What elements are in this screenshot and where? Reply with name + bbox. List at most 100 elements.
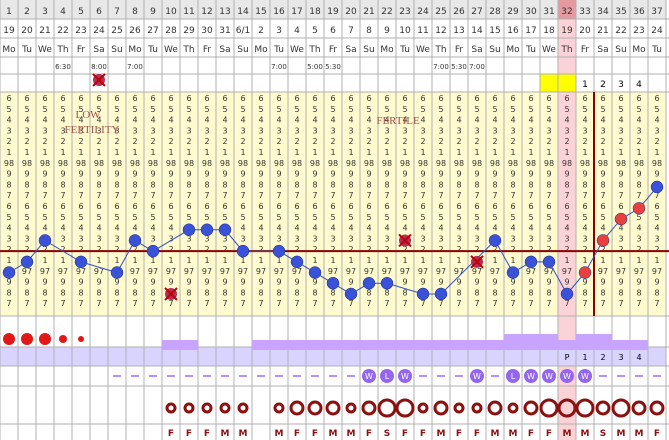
temp-scale-digit: 4 bbox=[654, 224, 659, 233]
temp-scale-digit: 6 bbox=[276, 94, 281, 103]
temp-scale-digit: 5 bbox=[312, 105, 317, 114]
temp-scale-digit: 8 bbox=[330, 180, 335, 189]
cervix-firmness-code: M bbox=[221, 429, 230, 439]
cycle-day-label: 33 bbox=[579, 7, 590, 17]
temperature-point bbox=[200, 223, 214, 236]
annotation-low-fertility-line2: FERTILITY bbox=[65, 124, 120, 136]
temp-scale-digit: 7 bbox=[222, 191, 227, 200]
temp-scale-digit: 1 bbox=[618, 256, 623, 265]
temp-scale-digit: 2 bbox=[528, 245, 533, 254]
temp-scale-digit: 6 bbox=[438, 94, 443, 103]
temp-scale-digit: 5 bbox=[528, 105, 533, 114]
time-label: 8:00 bbox=[91, 63, 107, 71]
temp-scale-digit: 2 bbox=[150, 137, 155, 146]
temp-scale-digit: 8 bbox=[636, 288, 641, 297]
cycle-day-label: 13 bbox=[219, 7, 230, 17]
temp-scale-digit: 9 bbox=[654, 278, 659, 287]
temp-scale-digit: 98 bbox=[4, 159, 14, 168]
temp-scale-digit: 98 bbox=[490, 159, 500, 168]
temp-scale-digit: 1 bbox=[654, 148, 659, 157]
mucus-bar bbox=[486, 340, 504, 350]
temp-scale-digit: 6 bbox=[366, 202, 371, 211]
temp-scale-digit: 7 bbox=[312, 299, 317, 308]
temp-scale-digit: 8 bbox=[276, 180, 281, 189]
temp-scale-digit: 9 bbox=[654, 170, 659, 179]
temp-scale-digit: 2 bbox=[636, 137, 641, 146]
temperature-point bbox=[2, 266, 16, 279]
date-label: 19 bbox=[561, 26, 573, 36]
temp-scale-digit: 4 bbox=[402, 224, 407, 233]
temp-scale-digit: 8 bbox=[168, 180, 173, 189]
annotation-fertile: FERTILE bbox=[376, 115, 420, 127]
temp-scale-digit: 6 bbox=[24, 202, 29, 211]
temp-scale-digit: 7 bbox=[204, 191, 209, 200]
cervical-mucus-badge bbox=[398, 369, 412, 383]
temp-scale-digit: 3 bbox=[96, 234, 101, 243]
temp-scale-digit: 6 bbox=[420, 202, 425, 211]
post-ovulation-count: 1 bbox=[582, 80, 588, 90]
temp-scale-digit: 7 bbox=[366, 191, 371, 200]
temp-scale-digit: 3 bbox=[564, 126, 569, 135]
temp-scale-digit: 8 bbox=[492, 288, 497, 297]
temperature-point bbox=[218, 223, 232, 236]
date-label: 19 bbox=[3, 26, 15, 36]
cervix-position-circle bbox=[219, 402, 231, 414]
weekday-label: Tu bbox=[21, 45, 32, 55]
temp-scale-digit: 4 bbox=[384, 116, 389, 125]
temp-scale-digit: 98 bbox=[364, 159, 374, 168]
temp-scale-digit: 6 bbox=[618, 202, 623, 211]
temp-scale-digit: 4 bbox=[96, 224, 101, 233]
weekday-label: Th bbox=[308, 45, 320, 55]
temp-scale-digit: 4 bbox=[528, 116, 533, 125]
temp-scale-digit: 5 bbox=[528, 213, 533, 222]
temp-scale-digit: 3 bbox=[384, 234, 389, 243]
temp-scale-digit: 6 bbox=[24, 94, 29, 103]
weekday-label: Su bbox=[111, 45, 122, 55]
temp-scale-digit: 97 bbox=[292, 267, 302, 276]
temp-scale-digit: 3 bbox=[6, 126, 11, 135]
temp-scale-digit: 8 bbox=[474, 288, 479, 297]
temp-scale-digit: 8 bbox=[96, 288, 101, 297]
temp-scale-digit: 5 bbox=[366, 213, 371, 222]
temp-scale-digit: 9 bbox=[600, 170, 605, 179]
cervix-position-circle bbox=[507, 402, 519, 414]
temp-scale-digit: 6 bbox=[330, 94, 335, 103]
temp-scale-digit: 2 bbox=[366, 137, 371, 146]
cervix-position-circle bbox=[575, 398, 595, 418]
temp-scale-digit: 4 bbox=[114, 116, 119, 125]
temp-scale-digit: 7 bbox=[114, 191, 119, 200]
temp-scale-digit: 5 bbox=[564, 213, 569, 222]
temp-scale-digit: 8 bbox=[366, 288, 371, 297]
temp-scale-digit: 97 bbox=[652, 267, 662, 276]
temp-scale-digit: 97 bbox=[130, 267, 140, 276]
temp-scale-digit: 8 bbox=[528, 288, 533, 297]
mucus-row-background bbox=[0, 347, 666, 366]
temp-scale-digit: 2 bbox=[600, 137, 605, 146]
temp-scale-digit: 1 bbox=[204, 148, 209, 157]
temp-scale-digit: 97 bbox=[94, 267, 104, 276]
temp-scale-digit: 1 bbox=[276, 256, 281, 265]
temp-scale-digit: 1 bbox=[150, 148, 155, 157]
temp-scale-digit: 8 bbox=[150, 180, 155, 189]
temperature-point bbox=[110, 266, 124, 279]
cervix-firmness-code: M bbox=[347, 429, 356, 439]
temp-scale-digit: 5 bbox=[294, 213, 299, 222]
temp-scale-digit: 98 bbox=[148, 159, 158, 168]
temp-scale-digit: 8 bbox=[582, 180, 587, 189]
temp-scale-digit: 4 bbox=[6, 224, 11, 233]
date-label: 25 bbox=[111, 26, 122, 36]
temp-scale-digit: 8 bbox=[474, 180, 479, 189]
temp-scale-digit: 97 bbox=[544, 267, 554, 276]
temp-scale-digit: 7 bbox=[222, 299, 227, 308]
cervix-position-circle bbox=[183, 402, 195, 414]
date-label: 26 bbox=[129, 26, 141, 36]
cervical-mucus-badge bbox=[470, 369, 484, 383]
temperature-point bbox=[290, 255, 304, 269]
temp-scale-digit: 2 bbox=[60, 137, 65, 146]
mucus-bar bbox=[432, 340, 450, 350]
cycle-day-label: 30 bbox=[525, 7, 537, 17]
mucus-bar bbox=[252, 340, 270, 350]
temp-scale-digit: 1 bbox=[42, 148, 47, 157]
temp-scale-digit: 4 bbox=[78, 224, 83, 233]
temp-scale-digit: 2 bbox=[492, 137, 497, 146]
